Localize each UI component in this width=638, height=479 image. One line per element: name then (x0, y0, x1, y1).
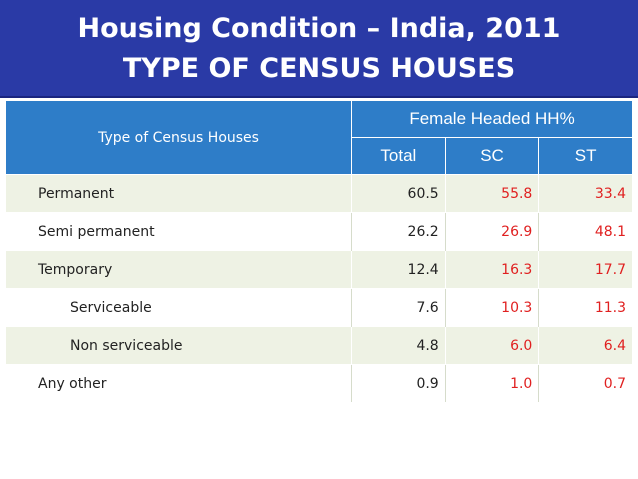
row-label: Serviceable (6, 288, 352, 327)
row-label: Any other (6, 364, 352, 402)
table-row: Temporary 12.4 16.3 17.7 (6, 250, 632, 289)
table-row: Permanent 60.5 55.8 33.4 (6, 174, 632, 213)
st-value: 17.7 (538, 250, 632, 289)
page-title: Housing Condition – India, 2011 (77, 13, 561, 44)
st-value: 0.7 (538, 364, 632, 402)
row-label: Permanent (6, 174, 352, 213)
total-value: 4.8 (351, 326, 446, 365)
group-header-female-hh: Female Headed HH% (351, 101, 632, 138)
sc-value: 10.3 (444, 288, 539, 327)
title-band: Housing Condition – India, 2011 TYPE OF … (0, 0, 638, 98)
sc-value: 55.8 (444, 174, 539, 213)
column-header-st: ST (538, 137, 632, 175)
total-value: 60.5 (351, 174, 446, 213)
census-houses-table: Type of Census Houses Female Headed HH% … (6, 101, 632, 402)
sc-value: 6.0 (444, 326, 539, 365)
row-label: Semi permanent (6, 212, 352, 251)
sc-value: 1.0 (444, 364, 539, 402)
total-value: 26.2 (351, 212, 446, 251)
st-value: 48.1 (538, 212, 632, 251)
row-label: Non serviceable (6, 326, 352, 365)
st-value: 33.4 (538, 174, 632, 213)
total-value: 12.4 (351, 250, 446, 289)
row-header-type: Type of Census Houses (6, 101, 353, 175)
total-value: 0.9 (351, 364, 446, 402)
st-value: 6.4 (538, 326, 632, 365)
table-row: Serviceable 7.6 10.3 11.3 (6, 288, 632, 327)
table-row: Any other 0.9 1.0 0.7 (6, 364, 632, 402)
column-header-sc: SC (445, 137, 540, 175)
table-row: Semi permanent 26.2 26.9 48.1 (6, 212, 632, 251)
st-value: 11.3 (538, 288, 632, 327)
page-subtitle: TYPE OF CENSUS HOUSES (122, 53, 516, 84)
table-row: Non serviceable 4.8 6.0 6.4 (6, 326, 632, 365)
total-value: 7.6 (351, 288, 446, 327)
row-label: Temporary (6, 250, 352, 289)
column-header-total: Total (351, 137, 446, 175)
sc-value: 26.9 (444, 212, 539, 251)
sc-value: 16.3 (444, 250, 539, 289)
